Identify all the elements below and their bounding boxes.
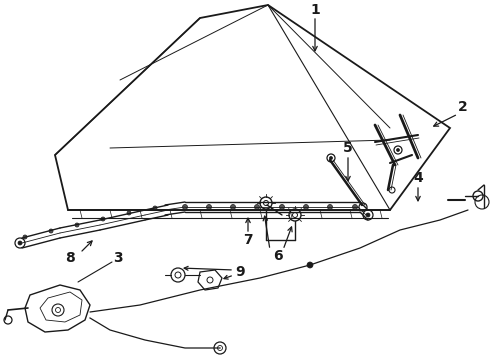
Circle shape bbox=[352, 204, 358, 210]
Circle shape bbox=[307, 262, 313, 268]
Circle shape bbox=[230, 204, 236, 210]
Text: 5: 5 bbox=[343, 141, 353, 155]
Text: 9: 9 bbox=[235, 265, 245, 279]
Circle shape bbox=[127, 211, 131, 215]
Circle shape bbox=[327, 204, 333, 210]
Circle shape bbox=[49, 229, 53, 233]
Circle shape bbox=[366, 213, 370, 217]
Circle shape bbox=[279, 204, 285, 210]
Circle shape bbox=[396, 149, 399, 152]
Circle shape bbox=[206, 204, 212, 210]
Text: 6: 6 bbox=[273, 249, 283, 263]
Circle shape bbox=[182, 204, 188, 210]
Circle shape bbox=[75, 223, 79, 227]
Text: 7: 7 bbox=[243, 233, 253, 247]
Circle shape bbox=[23, 235, 27, 239]
Text: 3: 3 bbox=[113, 251, 123, 265]
Text: 1: 1 bbox=[310, 3, 320, 17]
Circle shape bbox=[101, 217, 105, 221]
Text: 4: 4 bbox=[413, 171, 423, 185]
Text: 2: 2 bbox=[458, 100, 468, 114]
Circle shape bbox=[18, 241, 22, 245]
Circle shape bbox=[303, 204, 309, 210]
Text: 8: 8 bbox=[65, 251, 75, 265]
Circle shape bbox=[329, 157, 333, 159]
Circle shape bbox=[153, 206, 157, 210]
Circle shape bbox=[254, 204, 260, 210]
